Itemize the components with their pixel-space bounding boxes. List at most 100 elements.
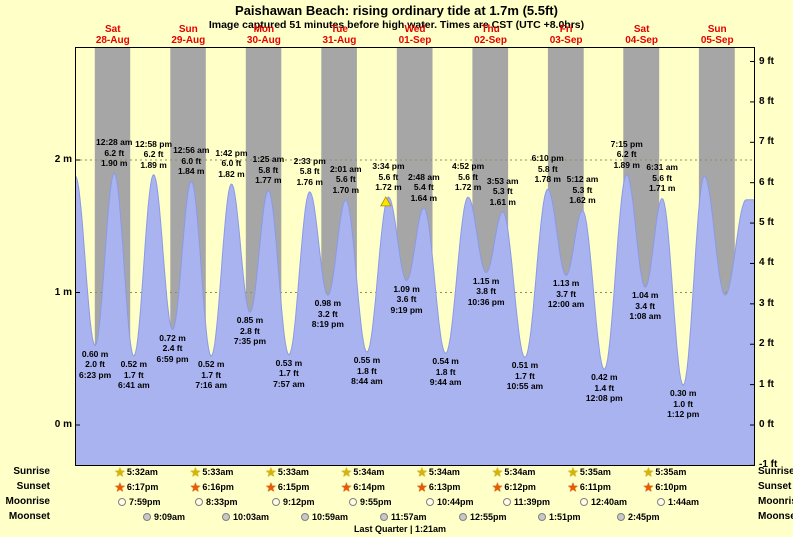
- astro-time-sunset: ★ 6:10pm: [643, 482, 687, 494]
- astro-time-sunset: ★ 6:13pm: [417, 482, 461, 494]
- astro-time-sunrise: ★ 5:35am: [568, 467, 611, 479]
- day-label: Wed 01-Sep: [398, 24, 432, 46]
- day-label: Sat 28-Aug: [95, 24, 130, 46]
- day-label: Thu 02-Sep: [474, 24, 507, 46]
- sunset-icon: ★: [341, 482, 352, 494]
- astro-time-moonrise: 9:12pm: [272, 497, 315, 508]
- astro-time-moonrise: 11:39pm: [503, 497, 550, 508]
- day-label: Sun 05-Sep: [700, 24, 734, 46]
- page-title: Paishawan Beach: rising ordinary tide at…: [235, 3, 558, 18]
- astro-row-label-left: Moonset: [8, 511, 50, 522]
- astro-row-label-right: Sunset: [758, 481, 792, 492]
- sunset-icon: ★: [417, 482, 427, 494]
- astro-time-sunset: ★ 6:12pm: [492, 482, 536, 494]
- tide-high-label: 7:15 pm 6.2 ft 1.89 m: [610, 138, 643, 170]
- moonset-icon: [143, 513, 151, 521]
- tide-low-label: 0.53 m 1.7 ft 7:57 am: [273, 357, 305, 389]
- moonrise-icon: [272, 498, 280, 506]
- sunrise-icon: ★: [266, 467, 276, 479]
- sunset-icon: ★: [568, 482, 578, 494]
- moonset-icon: [301, 513, 309, 521]
- tide-chart: [75, 47, 755, 466]
- tide-low-label: 1.09 m 3.6 ft 9:19 pm: [390, 283, 423, 315]
- page-subtitle: Image captured 51 minutes before high wa…: [208, 19, 585, 31]
- tide-high-label: 12:58 pm 6.2 ft 1.89 m: [135, 138, 173, 170]
- tide-low-label: 0.72 m 2.4 ft 6:59 pm: [156, 332, 189, 364]
- moonrise-icon: [195, 498, 203, 506]
- moonset-icon: [222, 513, 230, 521]
- feet-tick-label: 8 ft: [759, 95, 774, 107]
- tide-low-label: 0.42 m 1.4 ft 12:08 pm: [585, 372, 623, 404]
- moonrise-icon: [349, 498, 357, 506]
- astro-time-sunrise: ★ 5:33am: [266, 467, 309, 479]
- sunrise-icon: ★: [115, 467, 125, 479]
- astro-time-sunset: ★ 6:11pm: [568, 482, 611, 494]
- sunset-icon: ★: [643, 482, 654, 494]
- moonrise-icon: [118, 498, 126, 506]
- tide-low-label: 0.52 m 1.7 ft 7:16 am: [195, 359, 228, 391]
- day-label: Mon 30-Aug: [246, 24, 281, 46]
- tide-high-label: 2:01 am 5.6 ft 1.70 m: [329, 163, 362, 195]
- moonrise-icon: [426, 498, 434, 506]
- tide-high-label: 6:31 am 5.6 ft 1.71 m: [646, 162, 678, 194]
- metre-tick-label: 1 m: [54, 286, 72, 298]
- moonrise-icon: [657, 498, 665, 506]
- astro-time-moonrise: 8:33pm: [195, 497, 238, 508]
- sunset-icon: ★: [266, 482, 276, 494]
- tide-high-label: 3:34 pm 5.6 ft 1.72 m: [372, 161, 405, 193]
- astro-time-moonset: 10:59am: [301, 512, 348, 523]
- astro-time-sunset: ★ 6:17pm: [115, 482, 159, 494]
- feet-tick-label: -1 ft: [759, 459, 778, 471]
- sunrise-icon: ★: [341, 467, 352, 479]
- astro-row-label-right: Moonrise: [758, 496, 793, 507]
- moonset-icon: [459, 513, 467, 521]
- feet-tick-label: 7 ft: [759, 136, 774, 148]
- moon-phase-footer: Last Quarter | 1:21am: [353, 524, 447, 534]
- sunset-icon: ★: [190, 482, 201, 494]
- astro-time-moonset: 1:51pm: [538, 512, 581, 523]
- tide-high-label: 12:28 am 6.2 ft 1.90 m: [96, 137, 133, 169]
- sunset-icon: ★: [492, 482, 503, 494]
- tide-low-label: 1.13 m 3.7 ft 12:00 am: [547, 278, 585, 310]
- astro-row-label-right: Sunrise: [758, 466, 793, 477]
- astro-time-moonset: 10:03am: [222, 512, 269, 523]
- feet-tick-label: 3 ft: [759, 297, 774, 309]
- water-area: [75, 173, 755, 466]
- tide-high-label: 3:53 am 5.3 ft 1.61 m: [486, 175, 519, 207]
- astro-time-moonset: 2:45pm: [617, 512, 660, 523]
- astro-time-moonset: 9:09am: [143, 512, 185, 523]
- tide-high-label: 1:42 pm 6.0 ft 1.82 m: [215, 147, 248, 179]
- day-label: Tue 31-Aug: [322, 24, 357, 46]
- astro-time-sunrise: ★ 5:34am: [492, 467, 536, 479]
- tide-low-label: 0.51 m 1.7 ft 10:55 am: [506, 360, 544, 392]
- moonset-icon: [538, 513, 546, 521]
- moonset-icon: [380, 513, 388, 521]
- tide-high-label: 6:10 pm 5.8 ft 1.78 m: [531, 153, 564, 185]
- day-label: Sat 04-Sep: [625, 24, 659, 46]
- astro-time-sunset: ★ 6:16pm: [190, 482, 234, 494]
- feet-tick-label: 9 ft: [759, 55, 774, 67]
- current-tide-marker: [380, 196, 392, 207]
- metre-tick-label: 2 m: [54, 154, 72, 165]
- tide-low-label: 0.98 m 3.2 ft 8:19 pm: [311, 298, 344, 330]
- astro-time-moonset: 12:55pm: [459, 512, 507, 523]
- moonrise-icon: [503, 498, 511, 506]
- tide-high-label: 2:48 am 5.4 ft 1.64 m: [407, 171, 440, 203]
- tide-high-label: 2:33 pm 5.8 ft 1.76 m: [293, 155, 326, 187]
- tide-low-label: 1.15 m 3.8 ft 10:36 pm: [467, 275, 505, 307]
- feet-tick-label: 5 ft: [759, 217, 774, 229]
- tide-high-label: 1:25 am 5.8 ft 1.77 m: [252, 154, 285, 186]
- tide-low-label: 0.60 m 2.0 ft 6:23 pm: [79, 348, 112, 380]
- day-label: Fri 03-Sep: [549, 24, 583, 46]
- tide-high-label: 12:56 am 6.0 ft 1.84 m: [173, 145, 210, 177]
- moonset-icon: [617, 513, 625, 521]
- astro-row-label-left: Sunset: [16, 481, 50, 492]
- astro-row-label-right: Moonset: [758, 511, 793, 522]
- astro-time-moonrise: 9:55pm: [349, 497, 392, 508]
- tide-low-label: 0.55 m 1.8 ft 8:44 am: [351, 355, 383, 387]
- tide-low-label: 0.85 m 2.8 ft 7:35 pm: [233, 315, 267, 347]
- moonrise-icon: [580, 498, 588, 506]
- sunrise-icon: ★: [568, 467, 578, 479]
- tide-low-label: 0.30 m 1.0 ft 1:12 pm: [667, 388, 700, 420]
